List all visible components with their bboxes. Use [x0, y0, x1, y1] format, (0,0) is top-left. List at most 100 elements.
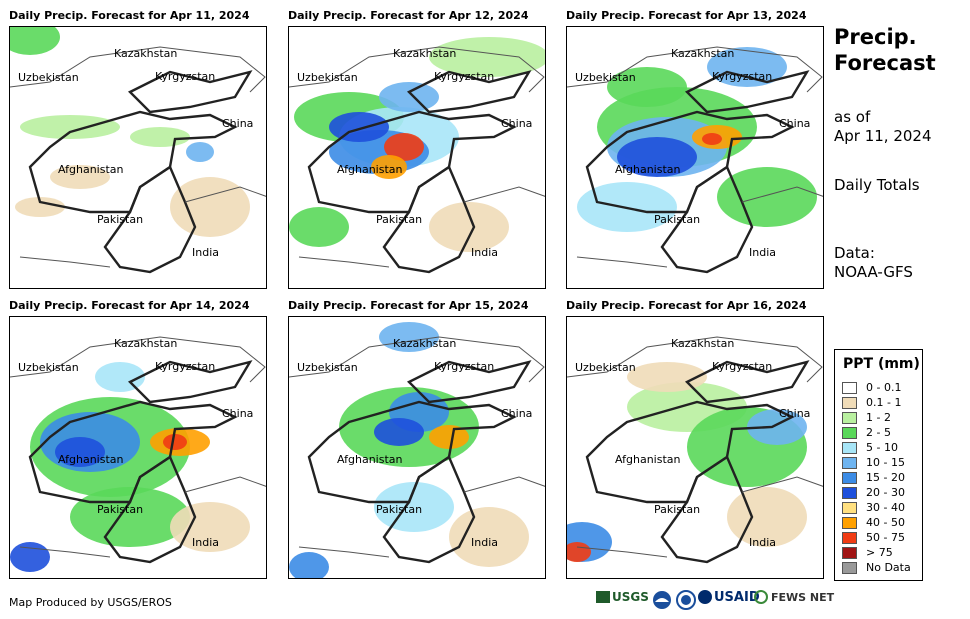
- sidebar-title-line1: Precip.: [834, 25, 917, 49]
- legend-item: 30 - 40: [842, 501, 918, 516]
- legend-item: 20 - 30: [842, 486, 918, 501]
- country-border: [28, 400, 238, 504]
- country-label-kyrgyzstan: Kyrgyzstan: [434, 70, 495, 83]
- country-border: [184, 476, 266, 493]
- legend-label: No Data: [866, 561, 911, 574]
- country-label-india: India: [471, 536, 498, 549]
- legend-item: 5 - 10: [842, 441, 918, 456]
- precip-area: [163, 434, 187, 450]
- legend-item: 0 - 0.1: [842, 381, 918, 396]
- precip-area: [607, 67, 687, 107]
- precip-area: [449, 507, 529, 567]
- panel-title: Daily Precip. Forecast for Apr 13, 2024: [566, 9, 807, 22]
- forecast-panel: Daily Precip. Forecast for Apr 11, 2024 K…: [9, 9, 267, 289]
- precip-map: Kazakhstan Uzbekistan Kyrgyzstan China Afgha…: [288, 26, 546, 289]
- country-border: [684, 70, 810, 114]
- panel-title: Daily Precip. Forecast for Apr 12, 2024: [288, 9, 529, 22]
- precip-map: Kazakhstan Uzbekistan Kyrgyzstan China Afgha…: [566, 316, 824, 579]
- panel-title: Daily Precip. Forecast for Apr 15, 2024: [288, 299, 529, 312]
- legend-item: 2 - 5: [842, 426, 918, 441]
- country-label-afghanistan: Afghanistan: [58, 163, 124, 176]
- precip-area: [289, 207, 349, 247]
- country-border: [567, 46, 823, 93]
- precip-area: [289, 552, 329, 578]
- legend-label: > 75: [866, 546, 893, 559]
- precip-area: [10, 542, 50, 572]
- country-border: [289, 336, 545, 383]
- as-of-date: Apr 11, 2024: [834, 127, 932, 145]
- map-canvas: [10, 336, 266, 572]
- map-canvas: [289, 322, 545, 578]
- precip-area: [617, 137, 697, 177]
- usaid-seal-icon: [698, 590, 712, 604]
- noaa-logo: [652, 590, 672, 613]
- precip-map: Kazakhstan Uzbekistan Kyrgyzstan China Afgha…: [9, 316, 267, 579]
- legend-label: 10 - 15: [866, 456, 905, 469]
- forecast-panel: Daily Precip. Forecast for Apr 14, 2024 K…: [9, 299, 267, 579]
- precip-area: [20, 115, 120, 139]
- precip-area: [384, 133, 424, 161]
- country-label-uzbekistan: Uzbekistan: [575, 71, 636, 84]
- country-border: [103, 455, 197, 564]
- forecast-panel: Daily Precip. Forecast for Apr 13, 2024 K…: [566, 9, 824, 289]
- nws-logo: [676, 590, 696, 613]
- legend-label: 20 - 30: [866, 486, 905, 499]
- legend-label: 40 - 50: [866, 516, 905, 529]
- panel-title: Daily Precip. Forecast for Apr 11, 2024: [9, 9, 250, 22]
- country-border: [741, 186, 823, 203]
- precip-area: [374, 418, 424, 446]
- precip-area: [374, 482, 454, 532]
- precip-area: [379, 322, 439, 352]
- country-label-pakistan: Pakistan: [654, 503, 701, 516]
- country-border: [585, 400, 795, 504]
- country-border: [741, 476, 823, 493]
- country-border: [298, 256, 390, 268]
- legend-item: 10 - 15: [842, 456, 918, 471]
- precip-area: [702, 133, 722, 145]
- country-border: [463, 476, 545, 493]
- as-of-label: as of: [834, 108, 871, 126]
- data-source-label: Data:: [834, 244, 875, 262]
- country-label-pakistan: Pakistan: [376, 503, 423, 516]
- legend-swatch: [842, 562, 857, 574]
- country-label-pakistan: Pakistan: [97, 503, 144, 516]
- country-border: [684, 360, 810, 404]
- precip-area: [627, 362, 707, 392]
- legend-title: PPT (mm): [843, 356, 920, 372]
- country-border: [289, 46, 545, 93]
- precip-area: [329, 112, 389, 142]
- country-label-kyrgyzstan: Kyrgyzstan: [712, 70, 773, 83]
- country-border: [10, 46, 266, 93]
- map-canvas: [567, 336, 823, 564]
- precip-area: [15, 197, 65, 217]
- precip-area: [50, 165, 110, 189]
- country-label-kyrgyzstan: Kyrgyzstan: [155, 360, 216, 373]
- legend-item: 40 - 50: [842, 516, 918, 531]
- precip-map: Kazakhstan Uzbekistan Kyrgyzstan China Afgha…: [288, 316, 546, 579]
- legend-label: 15 - 20: [866, 471, 905, 484]
- legend-swatch: [842, 412, 857, 424]
- daily-totals-text: Daily Totals: [834, 176, 920, 194]
- precip-area: [10, 27, 60, 55]
- country-border: [127, 70, 253, 114]
- legend: PPT (mm) 0 - 0.1 0.1 - 1 1 - 2 2 - 5 5 - 10 1…: [834, 349, 923, 581]
- country-label-kazakhstan: Kazakhstan: [114, 337, 178, 350]
- country-label-uzbekistan: Uzbekistan: [297, 361, 358, 374]
- as-of-text: as of Apr 11, 2024: [834, 108, 932, 146]
- legend-item: 0.1 - 1: [842, 396, 918, 411]
- legend-label: 1 - 2: [866, 411, 891, 424]
- country-border: [567, 336, 823, 383]
- legend-swatch: [842, 427, 857, 439]
- precip-map: Kazakhstan Uzbekistan Kyrgyzstan China Afgha…: [9, 26, 267, 289]
- country-border: [28, 110, 238, 214]
- country-label-china: China: [222, 407, 254, 420]
- legend-label: 30 - 40: [866, 501, 905, 514]
- country-label-pakistan: Pakistan: [654, 213, 701, 226]
- country-border: [585, 110, 795, 214]
- country-label-afghanistan: Afghanistan: [337, 163, 403, 176]
- country-label-india: India: [471, 246, 498, 259]
- forecast-panel: Daily Precip. Forecast for Apr 12, 2024 K…: [288, 9, 546, 289]
- country-label-kazakhstan: Kazakhstan: [393, 337, 457, 350]
- data-source-text: Data: NOAA-GFS: [834, 244, 913, 282]
- country-label-kazakhstan: Kazakhstan: [671, 47, 735, 60]
